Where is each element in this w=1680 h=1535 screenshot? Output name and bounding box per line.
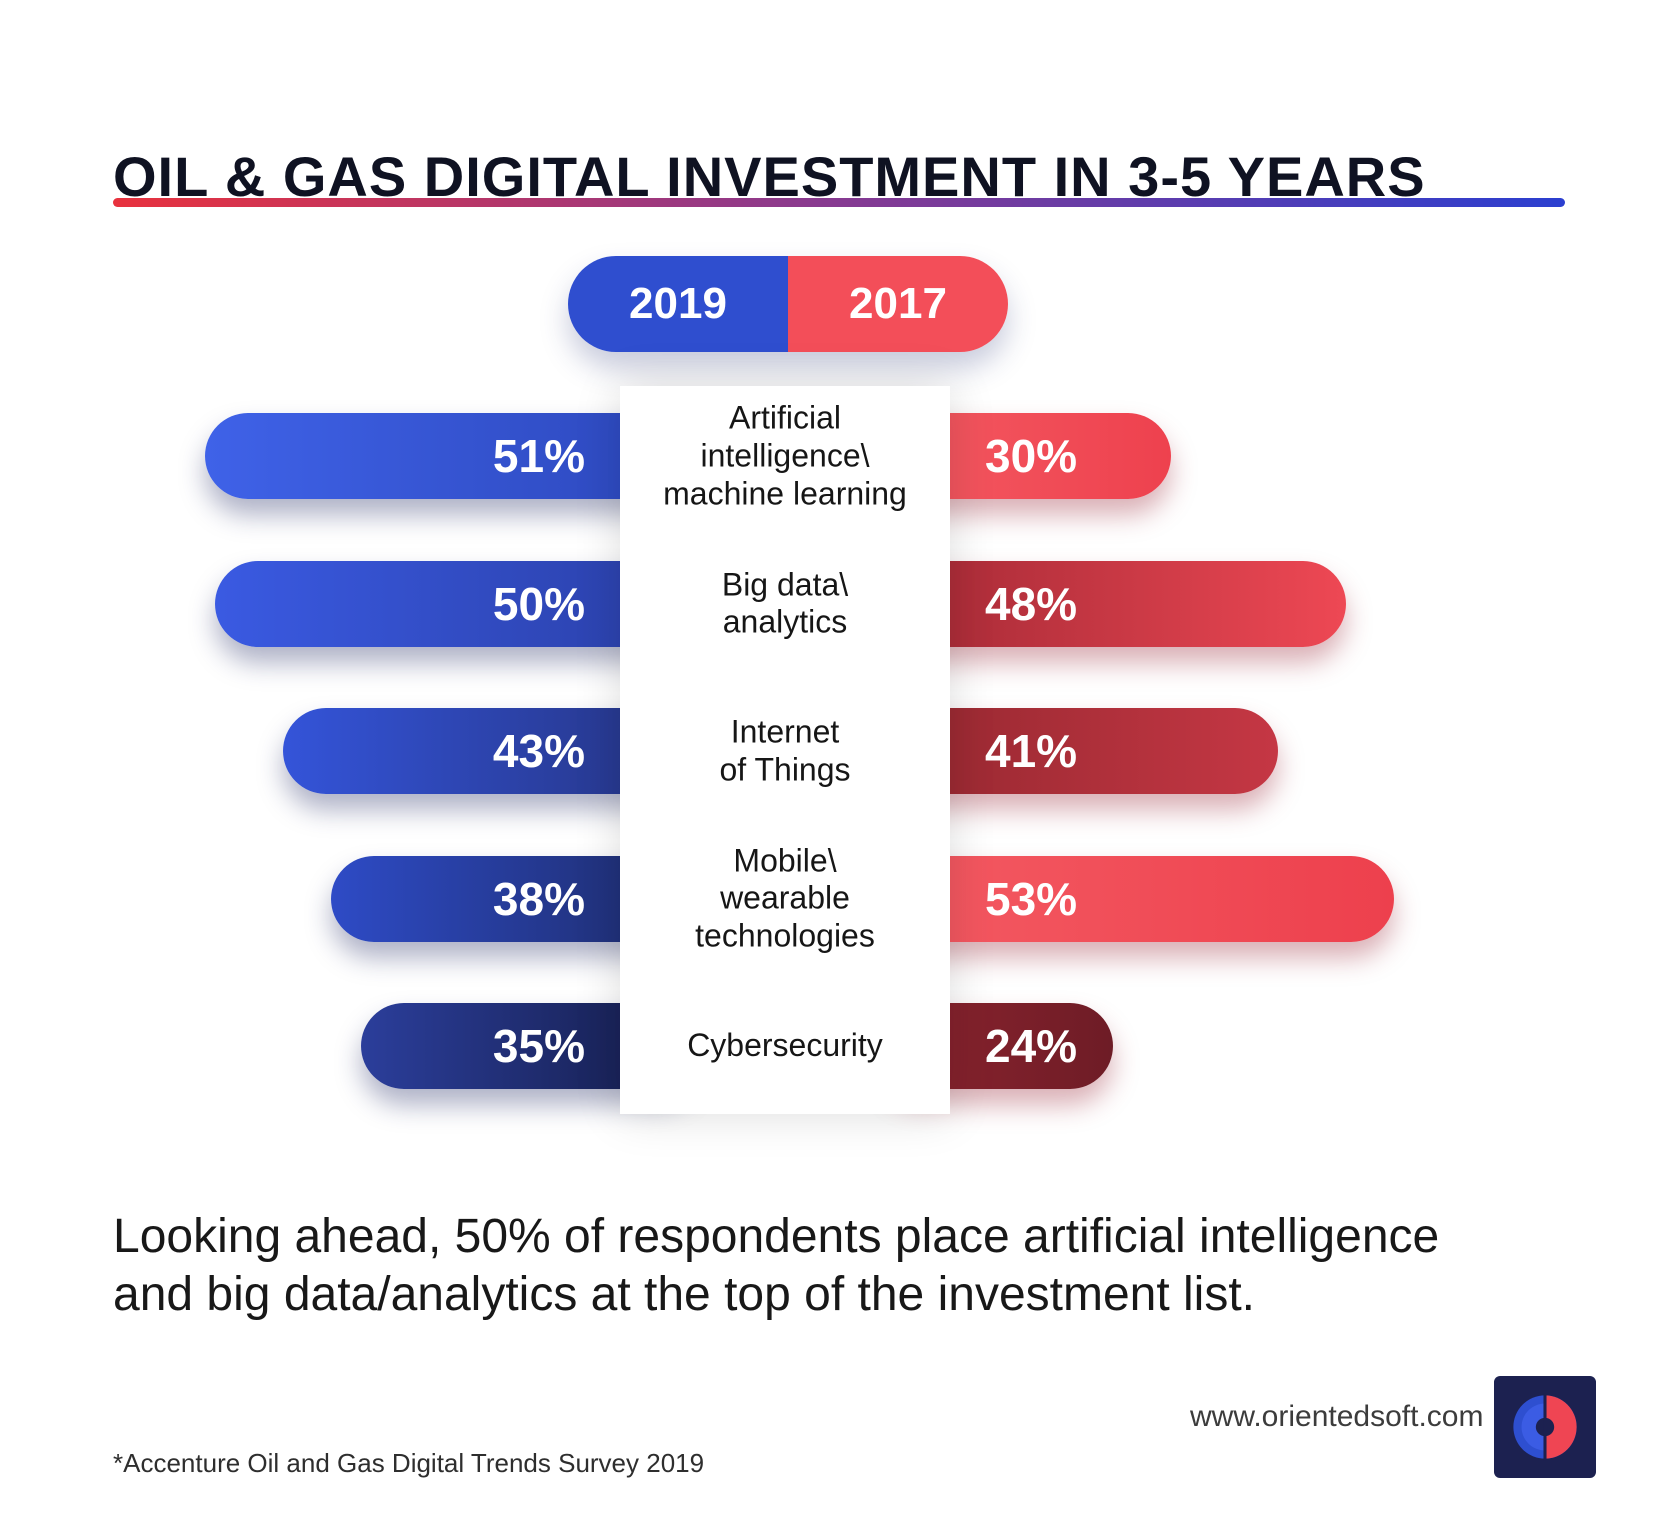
legend-item-2019: 2019 [568,256,788,352]
page-title: OIL & GAS DIGITAL INVESTMENT IN 3-5 YEAR… [113,144,1426,208]
title-divider [113,198,1565,207]
category-label: Big data\ analytics [721,565,849,640]
bar-value-2017: 48% [985,577,1078,630]
bar-value-2019: 38% [492,872,585,925]
orientedsoft-logo [1494,1376,1596,1478]
category-strip: Artificial intelligence\ machine learnin… [620,386,950,1114]
website-url: www.orientedsoft.com [1190,1400,1484,1433]
bar-value-2017: 30% [985,430,1078,482]
bar-2017: 48% [880,560,1346,647]
category-label: Mobile\ wearable technologies [695,841,875,954]
summary-text: Looking ahead, 50% of respondents place … [113,1210,1440,1321]
category-label: Artificial intelligence\ machine learnin… [663,399,907,511]
bar-value-2019: 35% [492,1020,585,1072]
category-label: Internet of Things [719,713,851,787]
bar-value-2019: 43% [492,725,585,777]
category-label: Cybersecurity [687,1027,883,1064]
source-footnote: *Accenture Oil and Gas Digital Trends Su… [113,1448,705,1478]
bar-value-2017: 41% [985,725,1078,777]
bar-2019: 51% [205,413,700,499]
legend-item-2017: 2017 [788,256,1008,352]
legend-label-2019: 2019 [629,279,727,328]
bar-value-2019: 51% [492,430,585,482]
legend: 2019 2017 [568,256,1008,352]
bar-value-2019: 50% [492,577,585,630]
bar-2019: 50% [215,560,700,647]
bar-value-2017: 24% [985,1020,1078,1072]
bar-value-2017: 53% [985,872,1078,925]
bar-2017: 53% [880,855,1395,942]
legend-label-2017: 2017 [849,279,947,328]
